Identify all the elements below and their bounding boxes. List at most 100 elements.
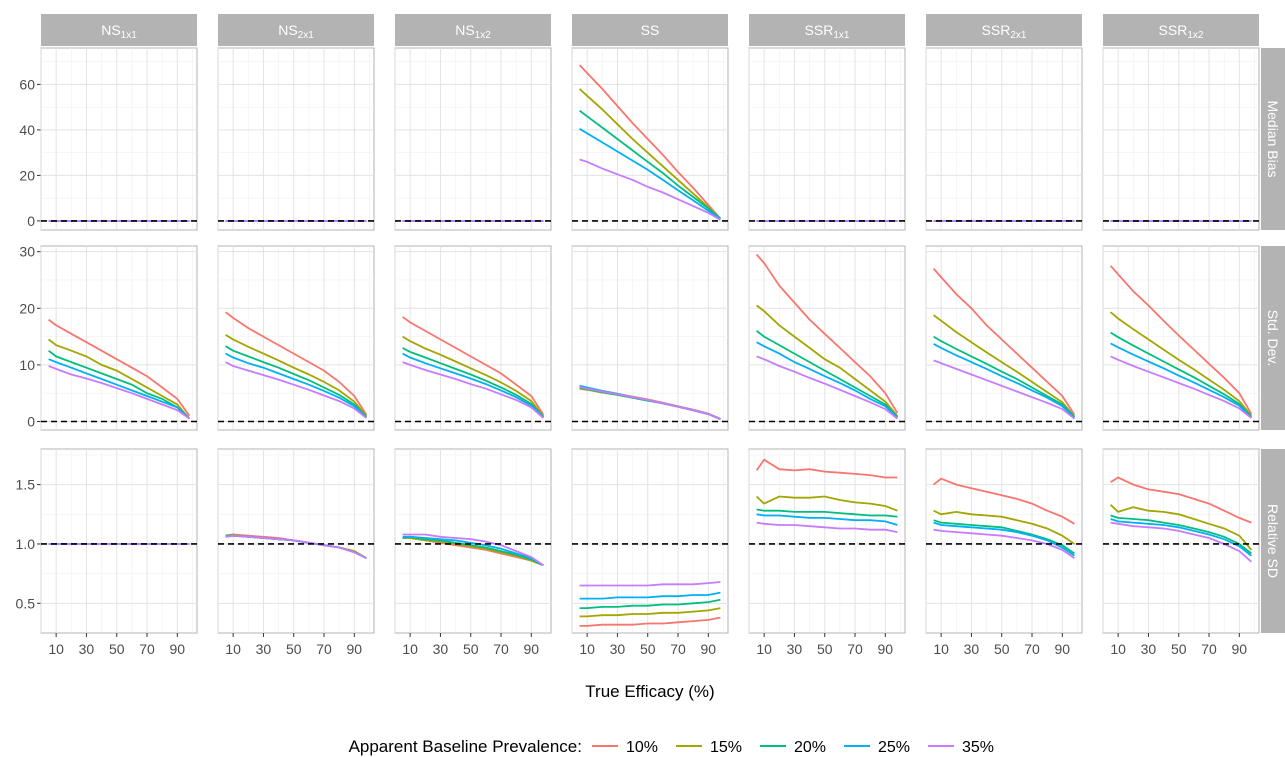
- row-strip: Std. Dev.: [1261, 246, 1285, 430]
- panel: [925, 245, 1083, 431]
- strip-background: [749, 14, 905, 46]
- y-tick-label: 30: [19, 244, 35, 260]
- x-tick-label: 10: [402, 641, 418, 657]
- x-tick-label: 50: [640, 641, 656, 657]
- x-tick-label: 50: [463, 641, 479, 657]
- x-tick-label: 90: [347, 641, 363, 657]
- strip-background: [926, 14, 1082, 46]
- series-line: [48, 318, 191, 417]
- series-line: [1110, 518, 1252, 557]
- panel-grid: NS1x1 NS2x1 NS1x2 SS SSR1x1 SSR2x1 SSR1x2 Media…: [16, 14, 1285, 657]
- series-line: [1110, 342, 1253, 419]
- x-tick-label: 30: [433, 641, 449, 657]
- column-strip: NS1x2: [395, 14, 551, 46]
- row-strip-label: Median Bias: [1265, 100, 1281, 177]
- legend-title: Apparent Baseline Prevalence:: [349, 737, 582, 756]
- panel-background: [1102, 448, 1260, 634]
- legend-label: 10%: [626, 739, 658, 756]
- panel-background: [925, 448, 1083, 634]
- x-tick-label: 50: [1171, 641, 1187, 657]
- panel-background: [217, 47, 375, 231]
- series-line: [402, 347, 545, 418]
- series-line: [578, 64, 722, 220]
- panel: 10 30 50 70 90: [394, 448, 552, 657]
- panel: [571, 245, 729, 431]
- column-strip: SSR2x1: [926, 14, 1082, 46]
- series-line: [579, 607, 721, 618]
- x-tick-label: 70: [670, 641, 686, 657]
- column-strip-label: NS1x1: [101, 22, 137, 41]
- strip-background: [41, 14, 197, 46]
- panel: [40, 47, 198, 231]
- panel-background: [925, 47, 1083, 231]
- x-tick-label: 70: [316, 641, 332, 657]
- series-line: [756, 513, 898, 526]
- y-tick-label: 0: [27, 414, 35, 430]
- series-line: [579, 598, 721, 609]
- series-line: [48, 358, 191, 420]
- series-line: [933, 521, 1075, 557]
- strip-background: [572, 14, 728, 46]
- series-line: [225, 361, 367, 419]
- y-tick-label: 60: [19, 76, 35, 92]
- series-line: [1110, 476, 1252, 524]
- x-tick-label: 50: [109, 641, 125, 657]
- series-line: [402, 361, 544, 419]
- x-tick-label: 50: [817, 641, 833, 657]
- series-line: [1110, 521, 1252, 563]
- series-line: [1110, 311, 1253, 417]
- panel: [394, 245, 552, 431]
- legend-item: 15%: [676, 739, 742, 756]
- y-tick-label: 20: [19, 300, 35, 316]
- series-line: [579, 158, 721, 221]
- strip-background: [1103, 14, 1259, 46]
- panel-background: [40, 448, 198, 634]
- panel-background: [40, 47, 198, 231]
- panel: [217, 245, 375, 431]
- series-line: [756, 508, 898, 518]
- x-tick-label: 30: [1141, 641, 1157, 657]
- series-line: [402, 535, 544, 567]
- row-strip: Median Bias: [1261, 48, 1285, 230]
- series-line: [579, 386, 721, 421]
- series-line: [756, 341, 899, 419]
- panel: [40, 245, 198, 431]
- x-tick-label: 70: [139, 641, 155, 657]
- strip-background: [395, 14, 551, 46]
- strip-background: [1261, 48, 1285, 230]
- x-tick-label: 10: [933, 641, 949, 657]
- legend: Apparent Baseline Prevalence: 10% 15% 20% 2…: [349, 737, 994, 756]
- series-line: [933, 314, 1076, 417]
- x-tick-label: 70: [493, 641, 509, 657]
- panel: [748, 47, 906, 231]
- x-tick-label: 30: [79, 641, 95, 657]
- x-tick-label: 90: [878, 641, 894, 657]
- series-line: [933, 477, 1075, 525]
- x-tick-label: 90: [170, 641, 186, 657]
- x-tick-label: 10: [225, 641, 241, 657]
- series-line: [756, 355, 898, 420]
- panel: [571, 47, 729, 231]
- x-tick-label: 30: [964, 641, 980, 657]
- column-strip: SSR1x1: [749, 14, 905, 46]
- series-line: [579, 109, 721, 220]
- series-line: [933, 343, 1076, 419]
- strip-background: [1261, 246, 1285, 430]
- legend-label: 20%: [794, 739, 826, 756]
- series-line: [933, 528, 1075, 559]
- panel: [1102, 245, 1260, 431]
- series-line: [48, 338, 191, 420]
- panel-background: [571, 245, 729, 431]
- x-tick-label: 90: [1232, 641, 1248, 657]
- x-axis-title: True Efficacy (%): [585, 682, 714, 701]
- x-tick-label: 10: [756, 641, 772, 657]
- x-tick-label: 10: [48, 641, 64, 657]
- series-line: [933, 335, 1076, 418]
- legend-item: 20%: [760, 739, 826, 756]
- x-tick-label: 50: [994, 641, 1010, 657]
- legend-label: 35%: [962, 739, 994, 756]
- strip-background: [218, 14, 374, 46]
- series-line: [402, 335, 545, 417]
- row-strip-label: Relative SD: [1265, 504, 1281, 578]
- x-tick-label: 10: [1110, 641, 1126, 657]
